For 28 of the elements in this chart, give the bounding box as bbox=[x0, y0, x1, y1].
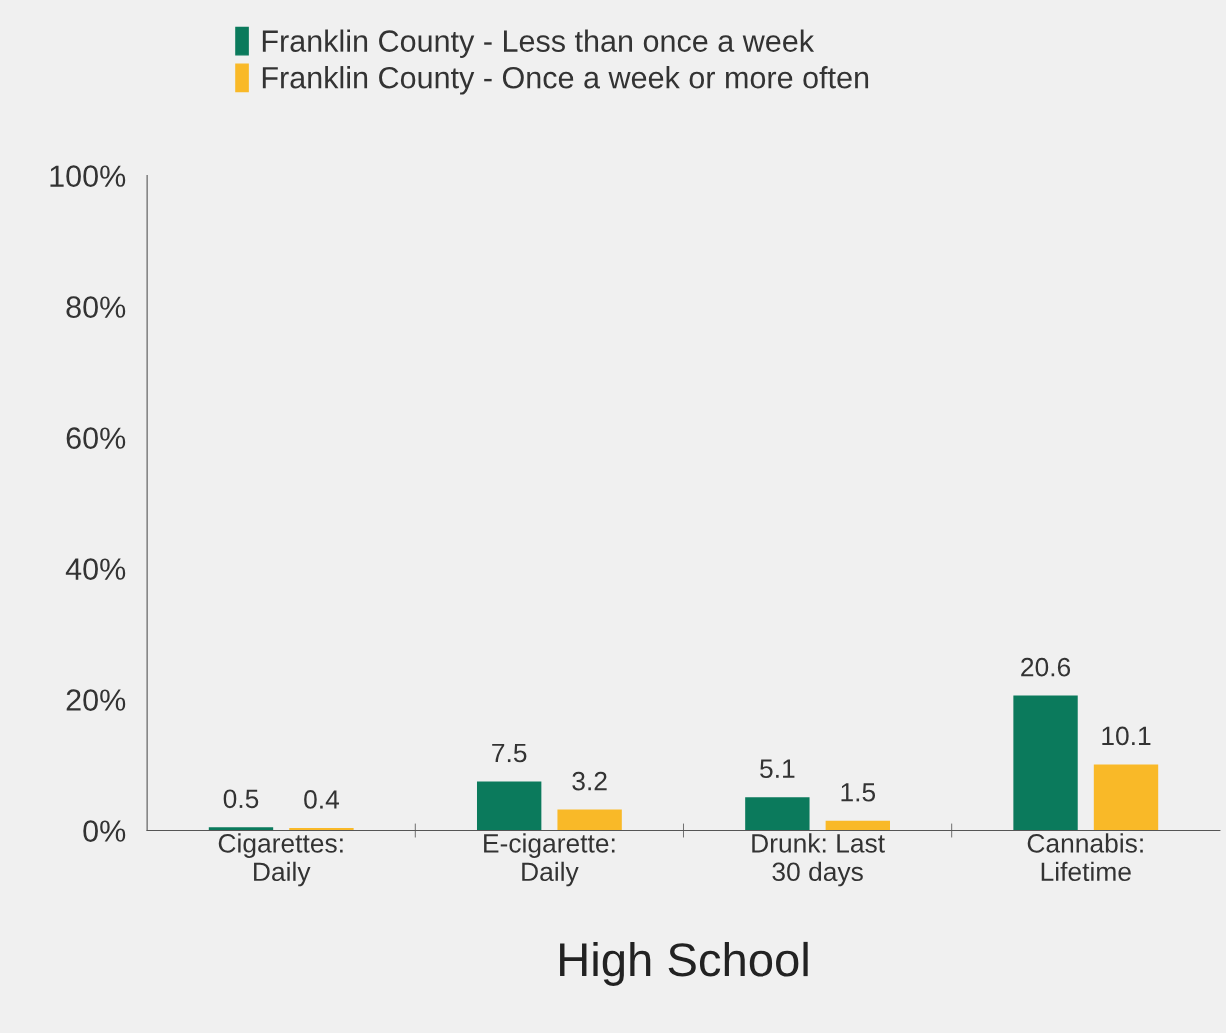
x-tick-label: Cannabis: Lifetime bbox=[1027, 833, 1143, 882]
y-tick-label: 80% bbox=[66, 296, 126, 318]
data-label: 7.5 bbox=[492, 743, 527, 763]
bar bbox=[476, 781, 542, 831]
data-label: 10.1 bbox=[1102, 726, 1151, 746]
x-tick-label: Cigarettes: Daily bbox=[218, 833, 343, 887]
legend-label: Franklin County - Once a week or more often bbox=[262, 66, 869, 95]
bar bbox=[1013, 695, 1078, 831]
y-tick-label: 100% bbox=[50, 165, 126, 187]
data-label: 0.5 bbox=[223, 789, 259, 809]
y-tick-label: 60% bbox=[66, 427, 126, 449]
x-axis-title: High School bbox=[560, 941, 808, 986]
data-label: 3.2 bbox=[572, 771, 607, 791]
bar bbox=[745, 797, 810, 831]
y-tick-label: 20% bbox=[66, 689, 126, 711]
y-tick-label: 0% bbox=[83, 820, 126, 842]
data-label: 1.5 bbox=[841, 783, 876, 802]
x-tick-label: E-cigarette: Daily bbox=[484, 833, 615, 887]
bar bbox=[208, 827, 274, 831]
bar bbox=[1093, 764, 1159, 831]
data-label: 5.1 bbox=[760, 759, 795, 779]
bar bbox=[825, 820, 890, 831]
x-tick-label: Drunk: Last 30 days bbox=[752, 833, 885, 887]
data-label: 0.4 bbox=[304, 790, 340, 809]
y-tick-label: 40% bbox=[65, 558, 126, 580]
bar bbox=[557, 809, 622, 831]
legend-label: Franklin County - Less than once a week bbox=[262, 29, 815, 58]
data-label: 20.6 bbox=[1021, 657, 1071, 677]
